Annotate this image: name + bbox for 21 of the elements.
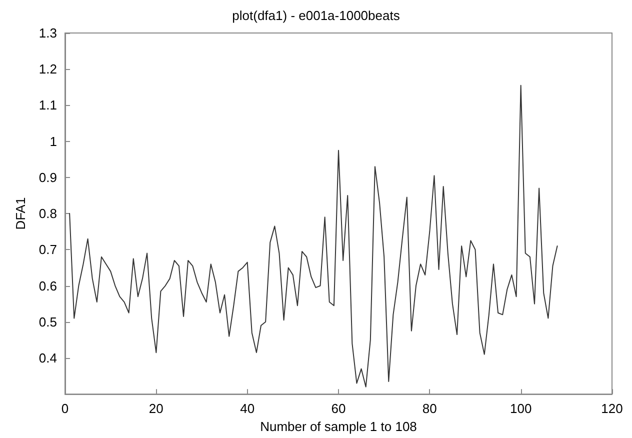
y-tick-label: 0.5 [38, 314, 57, 330]
y-tick-label: 0.9 [38, 170, 57, 185]
x-tick-label: 20 [148, 401, 164, 416]
y-axis-title: DFA1 [13, 197, 28, 230]
x-tick-label: 40 [240, 401, 255, 416]
x-tick-label: 60 [331, 401, 346, 416]
x-axis-title: Number of sample 1 to 108 [260, 419, 417, 434]
x-tick-label: 100 [510, 401, 532, 416]
y-tick-label: 0.6 [38, 278, 57, 294]
x-tick-label: 120 [601, 401, 623, 416]
y-tick-label: 1 [50, 134, 57, 149]
y-tick-label: 1.3 [38, 26, 57, 40]
x-tick-label: 80 [422, 401, 437, 416]
y-tick-label: 1.1 [38, 98, 57, 113]
x-tick-label: 0 [61, 401, 69, 416]
chart-title: plot(dfa1) - e001a-1000beats [232, 8, 400, 23]
y-tick-label: 0.7 [38, 242, 57, 258]
y-tick-label: 0.4 [38, 350, 57, 366]
line-series [69, 84, 558, 388]
y-tick-label: 0.8 [38, 206, 57, 222]
y-tick-label: 1.2 [38, 62, 57, 77]
